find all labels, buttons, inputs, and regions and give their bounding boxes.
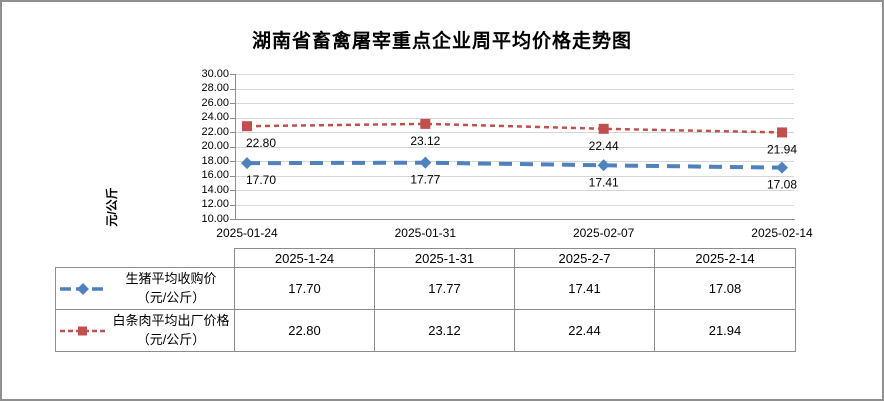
- data-label: 17.70: [246, 173, 276, 187]
- y-tick-label: 26.00: [201, 96, 229, 109]
- table-header-cell: 2025-1-31: [374, 248, 515, 268]
- series-marker: [242, 121, 252, 132]
- data-label: 22.44: [589, 139, 619, 153]
- y-axis-tick: [230, 103, 235, 104]
- value-cell: 17.70: [234, 267, 375, 310]
- table-header-cell: 2025-1-24: [234, 248, 375, 268]
- y-tick-label: 28.00: [201, 82, 229, 94]
- value-cell: 17.08: [654, 267, 796, 310]
- series-marker: [776, 161, 788, 174]
- gridline: [235, 190, 794, 191]
- y-axis-title: 元/公斤: [105, 187, 119, 227]
- series-marker: [597, 159, 610, 172]
- y-axis-tick: [230, 190, 235, 191]
- y-tick-label: 24.00: [201, 111, 229, 123]
- gridline: [235, 132, 794, 133]
- data-label: 21.94: [767, 142, 797, 156]
- y-tick-label: 12.00: [201, 198, 229, 210]
- gridline: [235, 117, 794, 119]
- y-axis-tick: [230, 204, 235, 206]
- table-header-row: 2025-1-24 2025-1-31 2025-2-7 2025-2-14: [56, 248, 796, 268]
- table-header-cell: 2025-2-7: [514, 248, 655, 268]
- y-tick-label: 22.00: [201, 125, 229, 138]
- legend-label-pig: 生猪平均收购价 （元/公斤）: [125, 271, 217, 305]
- y-axis-tick: [230, 175, 235, 177]
- y-tick-label: 30.00: [201, 67, 229, 80]
- gridline: [235, 204, 794, 206]
- x-category-label: 2025-01-31: [394, 226, 457, 240]
- series-marker: [241, 157, 253, 170]
- y-axis-tick: [230, 146, 235, 148]
- x-category-label: 2025-02-07: [572, 226, 635, 240]
- chart-title: 湖南省畜禽屠宰重点企业周平均价格走势图: [251, 30, 632, 52]
- data-label: 22.80: [246, 136, 276, 150]
- y-axis-line: [235, 74, 236, 220]
- value-cell: 17.77: [374, 267, 515, 310]
- value-cell: 22.44: [514, 309, 655, 352]
- y-axis-tick: [230, 132, 235, 133]
- pig-series-legend-line-icon: [60, 282, 106, 296]
- pork-series-legend-line-icon: [60, 324, 106, 338]
- gridline: [235, 74, 794, 75]
- gridline: [235, 161, 794, 162]
- value-cell: 21.94: [654, 309, 796, 352]
- y-axis-tick: [230, 74, 235, 75]
- gridline: [235, 175, 794, 177]
- table-row: 生猪平均收购价 （元/公斤） 17.70 17.77 17.41 17.08: [55, 267, 796, 310]
- data-label: 23.12: [410, 134, 440, 148]
- x-category-label: 2025-01-24: [216, 226, 278, 240]
- data-label: 17.41: [589, 175, 619, 189]
- data-label: 17.77: [410, 173, 440, 187]
- x-axis-line: [235, 219, 795, 220]
- series-marker: [598, 123, 609, 134]
- series-marker: [419, 156, 432, 169]
- data-table: 2025-1-24 2025-1-31 2025-2-7 2025-2-14 生…: [55, 248, 796, 352]
- y-axis-tick: [230, 88, 235, 90]
- plot-area: 17.70 17.77 17.41 17.08 22.80 23.12 22.44 21.94: [241, 118, 797, 192]
- y-axis-tick: [230, 117, 235, 119]
- y-tick-label: 10.00: [201, 212, 229, 225]
- table-header-cell: 2025-2-14: [654, 248, 796, 268]
- y-tick-label: 18.00: [201, 154, 229, 167]
- series-line-0: [246, 160, 783, 170]
- table-corner-cell: [56, 249, 235, 268]
- value-cell: 17.41: [514, 267, 655, 310]
- gridline: [235, 88, 794, 90]
- gridline: [235, 146, 794, 148]
- table-row: 白条肉平均出厂价格 （元/公斤） 22.80 23.12 22.44 21.94: [55, 309, 796, 352]
- legend-label-pork: 白条肉平均出厂价格 （元/公斤）: [112, 313, 230, 347]
- value-cell: 23.12: [374, 309, 515, 352]
- legend-cell-pork: 白条肉平均出厂价格 （元/公斤）: [55, 309, 235, 352]
- y-tick-label: 14.00: [201, 183, 229, 196]
- series-marker: [420, 118, 431, 129]
- series-line-1: [246, 122, 783, 134]
- y-tick-label: 16.00: [201, 169, 229, 181]
- y-axis-tick: [230, 219, 235, 220]
- y-axis-tick: [230, 161, 235, 162]
- y-tick-label: 20.00: [201, 140, 229, 152]
- gridline: [235, 103, 794, 104]
- legend-cell-pig: 生猪平均收购价 （元/公斤）: [55, 267, 235, 310]
- data-label: 17.08: [767, 178, 797, 192]
- x-category-label: 2025-02-14: [751, 226, 813, 240]
- value-cell: 22.80: [234, 309, 375, 352]
- series-marker: [777, 127, 787, 138]
